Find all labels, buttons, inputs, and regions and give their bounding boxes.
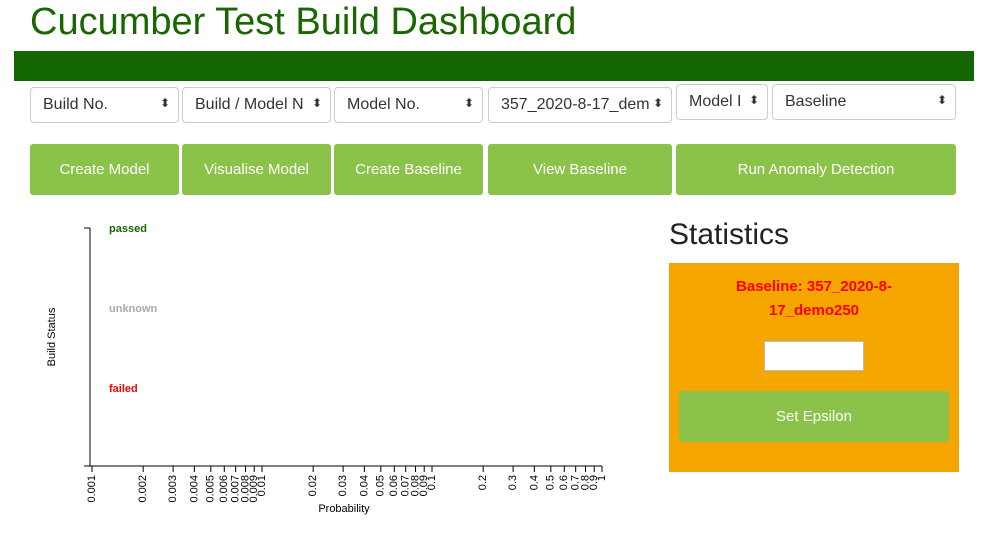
header-bar	[14, 51, 974, 81]
epsilon-input[interactable]	[764, 341, 864, 371]
x-tick-label: 0.9	[588, 475, 600, 490]
x-tick-label: 0.2	[477, 475, 489, 490]
x-tick-label: 0.007	[230, 475, 242, 503]
x-tick-label: 0.005	[205, 475, 217, 503]
x-tick-label: 0.7	[570, 475, 582, 490]
chart: 0.001 0.002 0.003 0.004 0.005 0.006 0.0070.008…	[46, 223, 608, 515]
x-tick-label: 0.01	[256, 475, 268, 496]
x-tick-label: 0.1	[426, 475, 438, 490]
y-category-label: unknown	[109, 303, 158, 315]
x-tick-label: 0.07	[400, 475, 412, 496]
x-tick-label: 0.04	[358, 475, 370, 496]
button[interactable]: Create Model	[30, 144, 179, 195]
button[interactable]: Create Baseline	[334, 144, 483, 195]
select[interactable]: Baseline	[772, 84, 956, 120]
x-tick-label: 0.002	[137, 475, 149, 503]
button[interactable]: Visualise Model	[182, 144, 331, 195]
x-axis-label: Probability	[318, 503, 370, 515]
set-epsilon-button[interactable]: Set Epsilon	[679, 391, 949, 442]
select[interactable]: Build / Model N	[182, 87, 331, 123]
x-tick-label: 0.8	[579, 475, 591, 490]
y-category-label: failed	[109, 383, 138, 395]
x-tick-label: 0.006	[218, 475, 230, 503]
statistics-title: Statistics	[669, 218, 790, 251]
select[interactable]: Model No.	[334, 87, 483, 123]
x-tick-label: 0.09	[418, 475, 430, 496]
button[interactable]: Run Anomaly Detection	[676, 144, 956, 195]
page-title: Cucumber Test Build Dashboard	[30, 1, 577, 43]
x-tick-label: 0.4	[528, 475, 540, 490]
baseline-label: Baseline: 357_2020-8-17_demo250	[736, 278, 892, 319]
x-tick-label: 0.008	[239, 475, 251, 503]
x-tick-label: 0.001	[86, 475, 98, 503]
x-tick-label: 0.009	[248, 475, 260, 503]
x-tick-label: 0.3	[507, 475, 519, 490]
x-tick-label: 0.08	[409, 475, 421, 496]
x-tick-label: 0.05	[375, 475, 387, 496]
select[interactable]: Model I	[676, 84, 768, 120]
x-tick-label: 1	[596, 475, 608, 481]
button[interactable]: View Baseline	[488, 144, 672, 195]
x-tick-label: 0.6	[558, 475, 570, 490]
y-axis-label: Build Status	[46, 307, 58, 366]
select[interactable]: Build No.	[30, 87, 179, 123]
x-tick-label: 0.03	[337, 475, 349, 496]
y-category-label: passed	[109, 223, 147, 235]
statistics-panel: Baseline: 357_2020-8-17_demo250 Set Epsi…	[669, 263, 959, 472]
x-tick-label: 0.004	[188, 475, 200, 503]
x-tick-label: 0.003	[167, 475, 179, 503]
x-tick-label: 0.06	[388, 475, 400, 496]
select[interactable]: 357_2020-8-17_dem	[488, 87, 672, 123]
x-tick-label: 0.5	[545, 475, 557, 490]
x-tick-label: 0.02	[307, 475, 319, 496]
